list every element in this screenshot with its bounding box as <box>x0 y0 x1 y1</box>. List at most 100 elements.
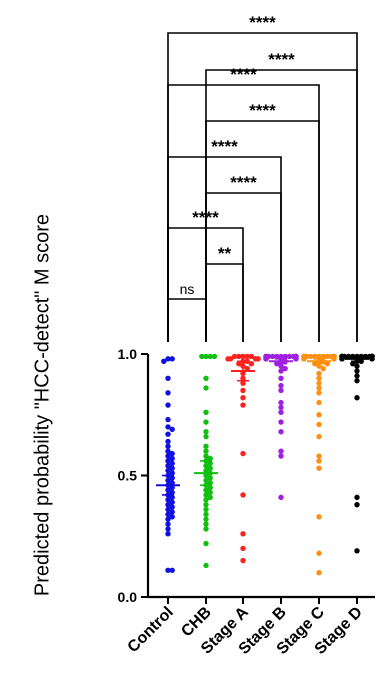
significance-label: **** <box>249 13 276 32</box>
data-point <box>278 387 284 394</box>
data-point <box>240 380 246 386</box>
significance-label: **** <box>268 50 295 69</box>
data-point <box>203 540 209 547</box>
data-point <box>354 378 360 384</box>
data-point <box>278 404 284 411</box>
data-point <box>165 497 171 503</box>
data-point <box>165 567 171 573</box>
data-point <box>278 363 284 369</box>
data-point <box>331 356 337 362</box>
y-tick-label: 0.0 <box>118 589 138 605</box>
data-point <box>301 356 307 362</box>
data-point <box>165 531 171 537</box>
data-point <box>169 356 175 362</box>
data-point <box>316 390 322 396</box>
data-point <box>203 526 209 532</box>
data-point <box>169 489 175 496</box>
data-point <box>255 356 261 362</box>
data-point <box>324 353 331 360</box>
data-point <box>354 368 360 374</box>
data-point <box>278 494 284 501</box>
data-point <box>316 385 322 391</box>
data-point <box>354 395 360 401</box>
data-point <box>165 521 171 527</box>
data-point <box>169 484 175 491</box>
data-point <box>165 375 171 381</box>
data-point <box>165 458 171 464</box>
data-point <box>169 567 175 573</box>
data-point <box>203 497 209 503</box>
data-point <box>316 421 322 428</box>
data-point <box>248 361 255 367</box>
data-point <box>278 419 284 425</box>
data-point <box>316 453 322 459</box>
significance-label: ns <box>180 281 195 297</box>
data-point <box>207 460 213 467</box>
data-point <box>240 450 246 457</box>
data-point <box>165 467 171 474</box>
data-point <box>169 504 175 510</box>
significance-bracket <box>167 32 358 342</box>
data-point <box>169 509 175 515</box>
data-point <box>169 465 175 471</box>
data-point <box>207 353 213 360</box>
significance-bracket <box>205 263 244 342</box>
data-point <box>316 458 322 464</box>
data-point <box>165 443 171 450</box>
data-point <box>165 516 171 522</box>
significance-bracket <box>167 298 207 342</box>
mean-sem-bars <box>156 355 369 496</box>
data-point <box>169 450 175 457</box>
data-point <box>240 545 246 552</box>
data-point <box>207 455 213 462</box>
data-point <box>282 365 288 372</box>
data-point <box>278 429 284 435</box>
data-point <box>345 353 352 360</box>
data-point <box>339 356 345 362</box>
data-point <box>240 531 246 537</box>
data-point <box>203 375 209 381</box>
data-point <box>169 460 175 467</box>
y-tick-label: 1.0 <box>118 346 138 362</box>
data-point <box>169 455 175 462</box>
significance-label: ** <box>218 244 232 263</box>
data-point <box>354 363 360 369</box>
data-point <box>203 429 209 435</box>
data-point <box>278 382 284 389</box>
data-point <box>350 361 356 367</box>
data-point <box>165 463 171 469</box>
data-point <box>236 353 242 360</box>
data-point <box>278 353 284 360</box>
data-point <box>203 453 209 459</box>
data-point <box>203 501 209 508</box>
data-point <box>165 438 171 445</box>
data-point <box>165 402 171 408</box>
data-point <box>165 511 171 518</box>
data-point <box>240 492 246 498</box>
data-point <box>225 356 231 362</box>
data-point <box>316 380 322 386</box>
data-point <box>207 484 213 491</box>
data-point <box>169 514 175 520</box>
data-point <box>207 494 213 501</box>
data-point <box>165 453 171 459</box>
data-point <box>203 562 209 569</box>
data-point <box>274 353 280 360</box>
data-point <box>282 353 288 360</box>
data-point <box>203 385 209 391</box>
data-point <box>240 387 246 394</box>
data-point <box>293 356 299 362</box>
significance-label: **** <box>211 137 238 156</box>
data-point <box>316 433 322 440</box>
data-point <box>286 353 293 360</box>
significance-brackets: ns****************************** <box>167 13 358 342</box>
data-point <box>263 356 269 362</box>
significance-label: **** <box>230 173 257 192</box>
data-point <box>207 465 213 471</box>
data-point <box>354 548 360 554</box>
data-point <box>278 399 284 406</box>
data-point <box>231 353 238 360</box>
data-point <box>203 409 209 416</box>
